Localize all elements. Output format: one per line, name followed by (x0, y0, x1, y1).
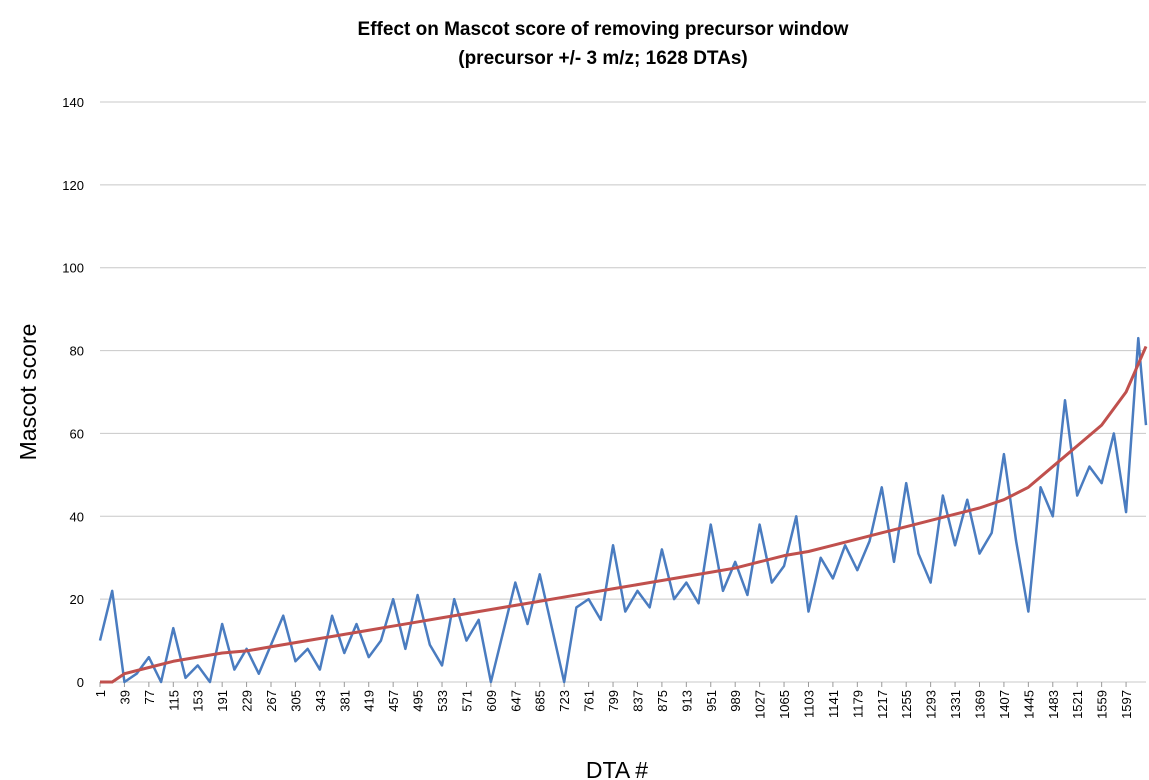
x-tick-label: 1521 (1070, 690, 1085, 719)
y-tick-label: 60 (70, 426, 84, 441)
x-tick-label: 799 (606, 690, 621, 712)
chart-title: Effect on Mascot score of removing precu… (358, 19, 849, 40)
x-tick-label: 419 (362, 690, 377, 712)
data-line (98, 336, 1148, 684)
x-tick-label: 1027 (753, 690, 768, 719)
x-tick-label: 39 (117, 690, 132, 704)
chart-subtitle: (precursor +/- 3 m/z; 1628 DTAs) (458, 48, 748, 69)
x-tick-label: 723 (557, 690, 572, 712)
x-tick-label: 229 (240, 690, 255, 712)
x-tick-label: 1141 (826, 690, 841, 718)
x-tick-label: 1217 (875, 690, 890, 719)
x-tick-label: 1369 (972, 690, 987, 719)
y-tick-label: 80 (70, 344, 84, 359)
x-tick-label: 1559 (1095, 690, 1110, 719)
x-tick-label: 571 (459, 690, 474, 712)
x-tick-label: 761 (582, 690, 597, 712)
x-tick-label: 533 (435, 690, 450, 712)
x-tick-label: 153 (191, 690, 206, 712)
x-tick-label: 1407 (997, 690, 1012, 719)
x-tick-label: 913 (679, 690, 694, 712)
y-axis-title: Mascot score (15, 324, 41, 461)
y-tick-label: 40 (70, 509, 84, 524)
x-tick-label: 381 (337, 690, 352, 712)
x-tick-label: 115 (166, 690, 181, 711)
x-tick-label: 77 (142, 690, 157, 704)
x-tick-label: 1483 (1046, 690, 1061, 719)
y-tick-label: 0 (77, 675, 84, 690)
x-tick-label: 1179 (850, 690, 865, 718)
x-tick-label: 1331 (948, 690, 963, 719)
x-axis-title: DTA # (586, 757, 648, 780)
x-tick-label: 685 (533, 690, 548, 712)
x-tick-label: 457 (386, 690, 401, 712)
x-tick-label: 267 (264, 690, 279, 712)
y-tick-label: 100 (62, 261, 84, 276)
x-tick-label: 1445 (1021, 690, 1036, 719)
x-tick-label: 343 (313, 690, 328, 712)
x-tick-label: 191 (215, 690, 230, 712)
x-tick-label: 609 (484, 690, 499, 712)
data-line (100, 345, 1148, 684)
x-tick-label: 495 (411, 690, 426, 712)
x-tick-label: 1103 (801, 690, 816, 718)
y-tick-label: 120 (62, 178, 84, 193)
x-tick-label: 951 (704, 690, 719, 712)
x-tick-label: 305 (288, 690, 303, 712)
x-tick-label: 837 (630, 690, 645, 712)
y-tick-label: 20 (70, 592, 84, 607)
x-tick-label: 989 (728, 690, 743, 712)
x-tick-label: 647 (508, 690, 523, 712)
x-tick-label: 1293 (924, 690, 939, 719)
x-tick-label: 1255 (899, 690, 914, 719)
x-tick-label: 1 (93, 690, 108, 697)
x-tick-label: 1597 (1119, 690, 1134, 719)
y-tick-label: 140 (62, 95, 84, 110)
x-tick-label: 875 (655, 690, 670, 712)
x-tick-label: 1065 (777, 690, 792, 719)
